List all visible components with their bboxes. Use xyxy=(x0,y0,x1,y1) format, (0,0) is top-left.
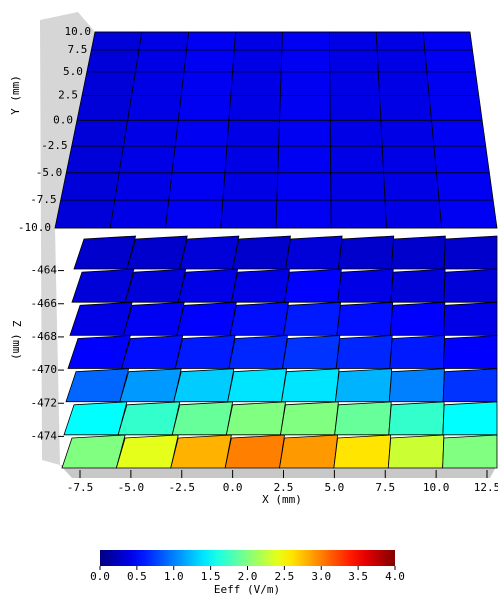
slice-cell xyxy=(69,301,133,336)
x-tick-label: 0.0 xyxy=(223,481,243,494)
slice-cell xyxy=(442,335,498,369)
x-tick-label: -2.5 xyxy=(169,481,196,494)
slice-cell xyxy=(61,434,126,469)
slice-cell xyxy=(284,268,342,303)
slice-cell xyxy=(390,268,446,303)
slice-cell xyxy=(65,368,130,403)
slice-cell xyxy=(174,335,236,369)
slice-cell xyxy=(230,268,290,303)
slice-cell xyxy=(124,268,187,303)
slice-cell xyxy=(171,401,234,436)
slice-cell xyxy=(390,235,446,270)
slice-cell xyxy=(443,301,498,336)
y-tick-label: -5.0 xyxy=(36,166,63,179)
slice-cell xyxy=(228,335,288,369)
x-axis-label: X (mm) xyxy=(262,493,302,506)
slice-cell xyxy=(389,335,446,369)
x-tick-label: -5.0 xyxy=(118,481,145,494)
slice-cell xyxy=(334,401,392,436)
slice-cell xyxy=(281,368,340,403)
slice-cell xyxy=(443,268,498,303)
slice-cell xyxy=(283,301,342,336)
y-tick-label: -10.0 xyxy=(18,221,51,234)
slice-cell xyxy=(63,401,128,436)
slice-cell xyxy=(336,301,394,336)
colorbar-tick-label: 0.0 xyxy=(90,570,110,583)
y-tick-label: -2.5 xyxy=(41,139,68,152)
slice-cell xyxy=(170,434,232,469)
slice-cell xyxy=(442,401,498,436)
slice-cell xyxy=(121,335,184,369)
slice-cell xyxy=(227,368,287,403)
slice-cell xyxy=(176,301,237,336)
slice-cell xyxy=(388,401,445,436)
slice-cell xyxy=(337,268,394,303)
colorbar xyxy=(100,550,395,566)
slice-cell xyxy=(443,235,498,270)
z-axis-label: Z (mm) xyxy=(10,320,23,360)
y-axis-label: Y (mm) xyxy=(9,75,22,115)
colorbar-tick-label: 2.5 xyxy=(274,570,294,583)
slice-cell xyxy=(179,235,240,270)
z-tick-label: -474 xyxy=(31,429,58,442)
y-tick-label: 5.0 xyxy=(63,65,83,78)
slice-cell xyxy=(335,335,393,369)
slice-cell xyxy=(73,235,137,270)
z-tick-label: -470 xyxy=(31,363,58,376)
slice-cell xyxy=(67,335,131,369)
z-tick-label: -464 xyxy=(31,264,58,277)
z-tick-label: -466 xyxy=(31,297,58,310)
colorbar-tick-label: 1.5 xyxy=(201,570,221,583)
z-tick-label: -468 xyxy=(31,330,58,343)
slice-cell xyxy=(279,434,339,469)
slice-cell xyxy=(177,268,239,303)
colorbar-tick-label: 4.0 xyxy=(385,570,405,583)
x-tick-label: 12.5 xyxy=(474,481,498,494)
y-tick-label: 7.5 xyxy=(67,43,87,56)
colorbar-tick-label: 3.5 xyxy=(348,570,368,583)
colorbar-label: Eeff (V/m) xyxy=(214,583,280,596)
slice-cell xyxy=(387,434,445,469)
x-tick-label: 7.5 xyxy=(375,481,395,494)
x-tick-label: -7.5 xyxy=(67,481,94,494)
z-tick-label: -472 xyxy=(31,396,58,409)
y-tick-label: 10.0 xyxy=(65,25,92,38)
slice-cell xyxy=(337,235,395,270)
slice-cell xyxy=(173,368,235,403)
slice-cell xyxy=(280,401,339,436)
slice-cell xyxy=(282,335,341,369)
slice-cell xyxy=(389,301,446,336)
slice-cell xyxy=(285,235,343,270)
colorbar-tick-label: 1.0 xyxy=(164,570,184,583)
x-tick-label: 2.5 xyxy=(274,481,294,494)
slice-cell xyxy=(71,268,135,303)
slice-cell xyxy=(388,368,445,403)
slice-cell xyxy=(442,434,498,469)
x-tick-label: 5.0 xyxy=(324,481,344,494)
colorbar-tick-label: 0.5 xyxy=(127,570,147,583)
plane-cell xyxy=(275,31,332,229)
y-tick-label: 0.0 xyxy=(53,113,73,126)
side-wall xyxy=(40,12,95,465)
slice-cell xyxy=(122,301,185,336)
colorbar-tick-label: 2.0 xyxy=(238,570,258,583)
colorbar-tick-label: 3.0 xyxy=(311,570,331,583)
slice-cell xyxy=(119,368,182,403)
slice-cell xyxy=(232,235,291,270)
slice-cell xyxy=(442,368,498,403)
x-tick-label: 10.0 xyxy=(423,481,450,494)
slice-cell xyxy=(229,301,289,336)
slice-cell xyxy=(224,434,285,469)
y-tick-label: -7.5 xyxy=(30,193,57,206)
slice-cell xyxy=(333,434,392,469)
slice-cell xyxy=(334,368,393,403)
slice-cell xyxy=(225,401,286,436)
y-tick-label: 2.5 xyxy=(58,88,78,101)
slice-cell xyxy=(115,434,179,469)
slice-cell xyxy=(126,235,188,270)
slice-cell xyxy=(117,401,181,436)
